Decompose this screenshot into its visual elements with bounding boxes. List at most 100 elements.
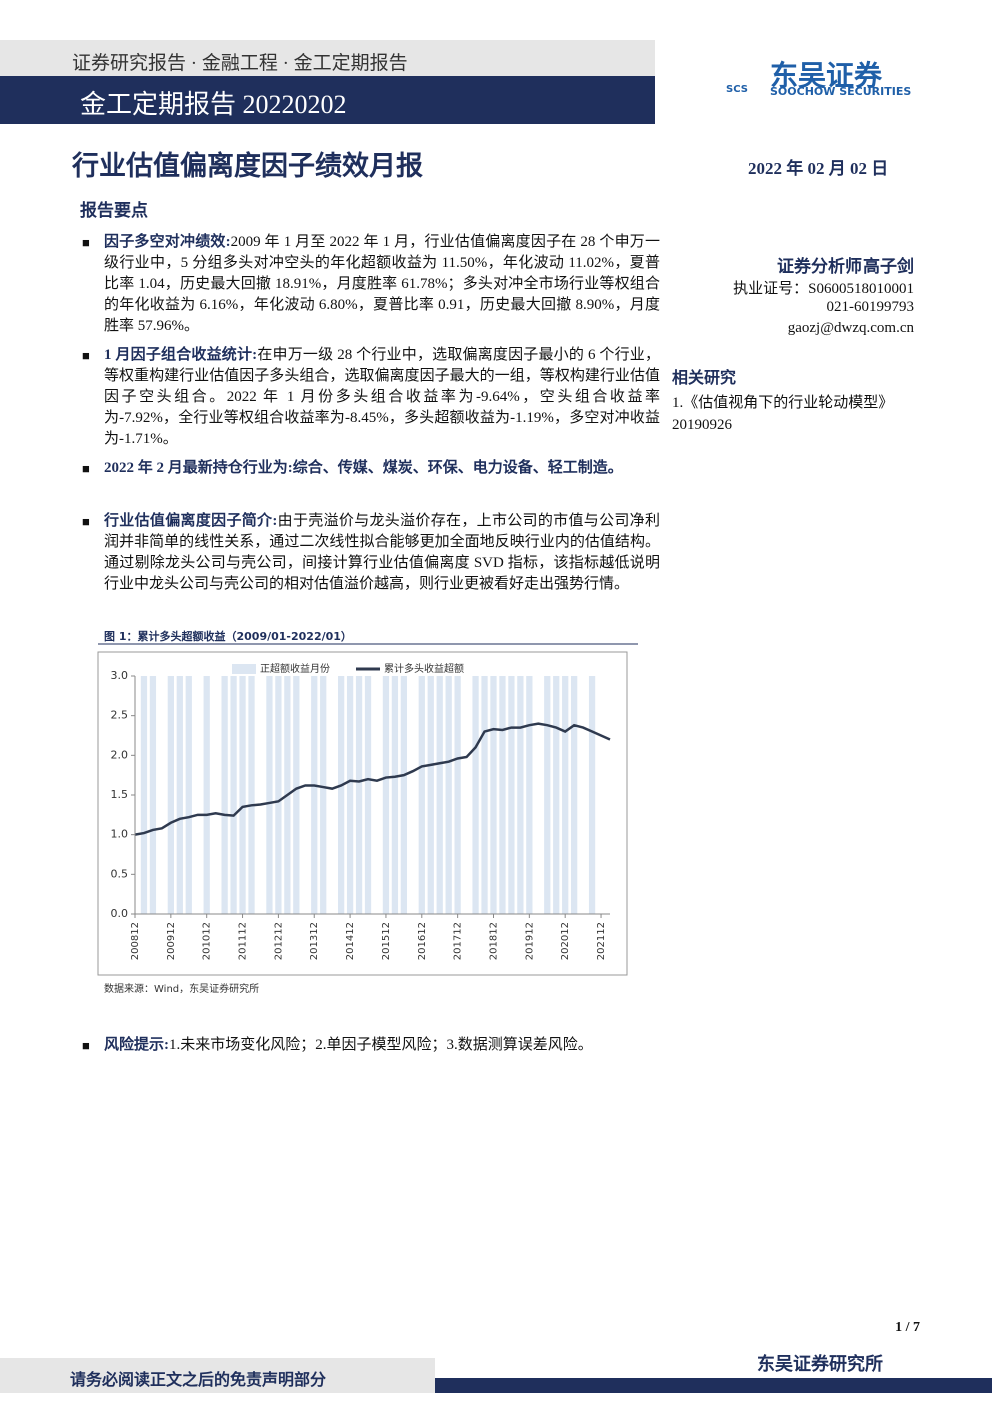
analyst-name: 高子剑 [863, 257, 914, 276]
legend-label: 累计多头收益超额 [384, 662, 464, 675]
bar [517, 676, 524, 914]
summary-item: 1 月因子组合收益统计:在申万一级 28 个行业中，选取偏离度因子最小的 6 个… [82, 345, 660, 450]
bar [221, 676, 228, 914]
bar [293, 676, 300, 914]
summary-item: 2022 年 2 月最新持仓行业为:综合、传媒、煤炭、环保、电力设备、轻工制造。 [82, 458, 660, 479]
bar [239, 676, 246, 914]
institute: 东吴证券研究所 [757, 1354, 883, 1374]
y-tick-label: 1.5 [111, 788, 129, 801]
y-tick-label: 0.0 [111, 907, 129, 920]
item-text: 在申万一级 28 个行业中，选取偏离度因子最小的 6 个行业，等权重构建行业估值… [104, 347, 660, 447]
header-series: 证券研究报告 · 金融工程 · 金工定期报告 [72, 53, 408, 74]
bar [185, 676, 192, 914]
bar [490, 676, 497, 914]
related-item: 1.《估值视角下的行业轮动模型》20190926 [672, 395, 894, 433]
item-text: 2009 年 1 月至 2022 年 1 月，行业估值偏离度因子在 28 个申万… [104, 234, 660, 334]
bar [320, 676, 327, 914]
bar [203, 676, 210, 914]
x-tick-label: 201712 [453, 922, 464, 960]
chart-source: 数据来源：Wind，东吴证券研究所 [104, 982, 259, 995]
report-line: 金工定期报告 20220202 [80, 90, 347, 119]
line [134, 722, 611, 836]
risk-label: 风险提示: [104, 1037, 169, 1053]
bar [311, 676, 318, 914]
y-tick-label: 0.5 [111, 867, 129, 880]
x-tick-label: 202012 [560, 922, 571, 960]
bar [562, 676, 569, 914]
bar [544, 676, 551, 914]
logo-abbr: SCS [726, 84, 748, 95]
footer-band [0, 1358, 435, 1393]
y-tick-label: 2.5 [111, 709, 129, 722]
analyst-email: gaozj@dwzq.com.cn [787, 320, 914, 336]
bar [346, 676, 354, 914]
related-heading: 相关研究 [672, 370, 737, 387]
report-title: 行业估值偏离度因子绩效月报 [72, 151, 423, 181]
logo-en: SOOCHOW SECURITIES [770, 85, 912, 98]
bar [436, 676, 443, 914]
bar [230, 676, 237, 914]
item-label: 2022 年 2 月最新持仓行业为: [104, 460, 293, 476]
bar [445, 676, 452, 914]
bar [248, 676, 255, 914]
bar [526, 676, 533, 914]
chart-title: 图 1：累计多头超额收益（2009/01-2022/01） [104, 629, 352, 643]
item-text: 综合、传媒、煤炭、环保、电力设备、轻工制造。 [292, 460, 623, 476]
analyst-role: 证券分析师 [777, 257, 862, 276]
header-bar [0, 76, 655, 124]
bar [454, 676, 461, 914]
bar [472, 676, 479, 914]
y-tick-label: 1.0 [111, 828, 129, 841]
x-tick-label: 202112 [596, 922, 607, 960]
x-tick-label: 200812 [130, 922, 141, 960]
analyst-phone: 021-60199793 [826, 299, 915, 315]
x-tick-label: 201812 [488, 922, 499, 960]
x-tick-label: 201412 [345, 922, 356, 960]
summary-item: 行业估值偏离度因子简介:由于壳溢价与龙头溢价存在，上市公司的市值与公司净利润并非… [82, 511, 660, 595]
bar [427, 676, 434, 914]
legend-label: 正超额收益月份 [260, 662, 330, 675]
header-band [0, 40, 655, 76]
chart-frame [97, 651, 628, 976]
logo-cn: 东吴证券 [770, 59, 883, 92]
summary-item: 因子多空对冲绩效:2009 年 1 月至 2022 年 1 月，行业估值偏离度因… [82, 232, 660, 337]
item-label: 行业估值偏离度因子简介: [104, 513, 278, 529]
item-label: 因子多空对冲绩效: [104, 234, 231, 250]
bar [266, 676, 273, 914]
bar [355, 676, 363, 914]
bar [275, 676, 282, 914]
bar [499, 676, 506, 914]
disclaimer: 请务必阅读正文之后的免责声明部分 [70, 1372, 327, 1389]
risk: 风险提示:1.未来市场变化风险；2.单因子模型风险；3.数据测算误差风险。 [82, 1035, 660, 1056]
x-tick-label: 201112 [238, 922, 249, 960]
bar [364, 676, 372, 914]
bar [588, 676, 596, 914]
page-number: 1 / 7 [895, 1320, 920, 1335]
bar [140, 676, 148, 914]
bar [149, 676, 157, 914]
bar [418, 676, 425, 914]
bar [571, 676, 578, 914]
bar [382, 676, 390, 914]
y-tick-label: 2.0 [111, 748, 129, 761]
x-tick-label: 201612 [417, 922, 428, 960]
summary-heading: 报告要点 [80, 201, 148, 220]
item-label: 1 月因子组合收益统计: [104, 347, 258, 363]
x-tick-label: 201012 [202, 922, 213, 960]
chart: 图 1：累计多头超额收益（2009/01-2022/01） 数据来源：Wind，… [97, 629, 638, 995]
risk-text: 1.未来市场变化风险；2.单因子模型风险；3.数据测算误差风险。 [169, 1037, 593, 1053]
bar [176, 676, 183, 914]
footer-bar [435, 1378, 992, 1393]
analyst-license: 执业证号：S0600518010001 [733, 281, 914, 297]
item-text: 由于壳溢价与龙头溢价存在，上市公司的市值与公司净利润并非简单的线性关系，通过二次… [104, 513, 660, 592]
legend-swatch [232, 664, 256, 674]
x-tick-label: 201912 [524, 922, 535, 960]
bar [391, 676, 399, 914]
x-tick-label: 200912 [166, 922, 177, 960]
bar [400, 676, 408, 914]
x-tick-label: 201312 [309, 922, 320, 960]
bar [167, 676, 174, 914]
bar [508, 676, 515, 914]
y-tick-label: 3.0 [111, 669, 129, 682]
